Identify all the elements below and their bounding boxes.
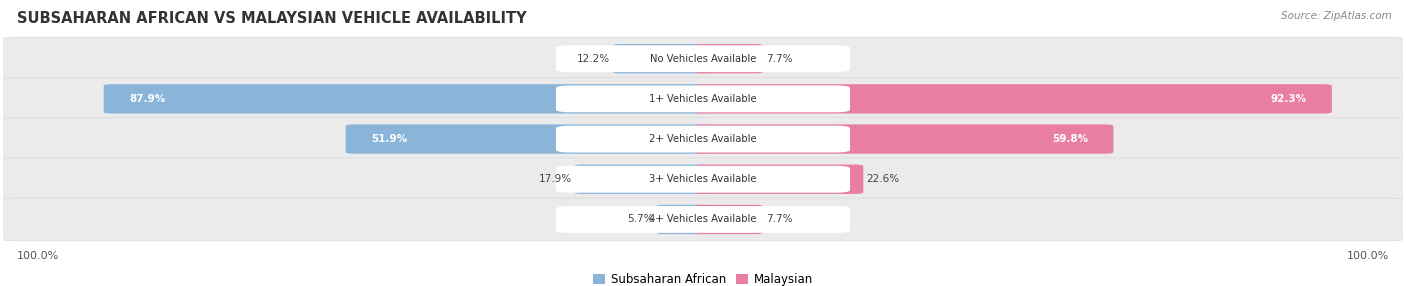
- FancyBboxPatch shape: [555, 206, 851, 233]
- Legend: Subsaharan African, Malaysian: Subsaharan African, Malaysian: [593, 273, 813, 286]
- Text: 59.8%: 59.8%: [1052, 134, 1088, 144]
- Text: 12.2%: 12.2%: [576, 54, 610, 64]
- Text: 4+ Vehicles Available: 4+ Vehicles Available: [650, 214, 756, 225]
- FancyBboxPatch shape: [555, 45, 851, 72]
- Text: Source: ZipAtlas.com: Source: ZipAtlas.com: [1281, 11, 1392, 21]
- Text: 7.7%: 7.7%: [766, 214, 793, 225]
- Text: 92.3%: 92.3%: [1271, 94, 1306, 104]
- FancyBboxPatch shape: [555, 166, 851, 193]
- Text: 100.0%: 100.0%: [1347, 251, 1389, 261]
- Text: 17.9%: 17.9%: [538, 174, 571, 184]
- FancyBboxPatch shape: [0, 198, 1406, 241]
- Text: No Vehicles Available: No Vehicles Available: [650, 54, 756, 64]
- FancyBboxPatch shape: [695, 124, 1114, 154]
- FancyBboxPatch shape: [695, 205, 763, 234]
- FancyBboxPatch shape: [695, 84, 1331, 114]
- Text: 3+ Vehicles Available: 3+ Vehicles Available: [650, 174, 756, 184]
- Text: 7.7%: 7.7%: [766, 54, 793, 64]
- FancyBboxPatch shape: [695, 164, 863, 194]
- Text: 2+ Vehicles Available: 2+ Vehicles Available: [650, 134, 756, 144]
- Text: SUBSAHARAN AFRICAN VS MALAYSIAN VEHICLE AVAILABILITY: SUBSAHARAN AFRICAN VS MALAYSIAN VEHICLE …: [17, 11, 526, 26]
- FancyBboxPatch shape: [574, 164, 711, 194]
- Text: 100.0%: 100.0%: [17, 251, 59, 261]
- FancyBboxPatch shape: [0, 158, 1406, 201]
- Text: 51.9%: 51.9%: [371, 134, 408, 144]
- FancyBboxPatch shape: [555, 126, 851, 152]
- FancyBboxPatch shape: [346, 124, 711, 154]
- Text: 1+ Vehicles Available: 1+ Vehicles Available: [650, 94, 756, 104]
- FancyBboxPatch shape: [104, 84, 711, 114]
- Text: 87.9%: 87.9%: [129, 94, 165, 104]
- Text: 22.6%: 22.6%: [866, 174, 900, 184]
- Text: 5.7%: 5.7%: [627, 214, 654, 225]
- FancyBboxPatch shape: [555, 86, 851, 112]
- FancyBboxPatch shape: [0, 118, 1406, 160]
- FancyBboxPatch shape: [613, 44, 711, 73]
- FancyBboxPatch shape: [0, 37, 1406, 80]
- FancyBboxPatch shape: [695, 44, 763, 73]
- FancyBboxPatch shape: [0, 78, 1406, 120]
- FancyBboxPatch shape: [657, 205, 711, 234]
